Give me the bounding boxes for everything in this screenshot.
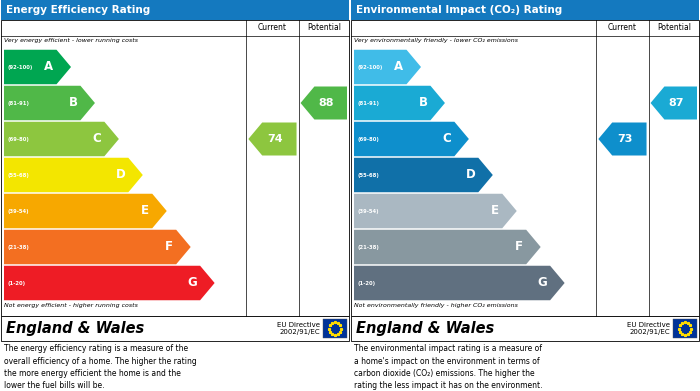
Text: Energy Efficiency Rating: Energy Efficiency Rating — [6, 5, 150, 15]
Text: Environmental Impact (CO₂) Rating: Environmental Impact (CO₂) Rating — [356, 5, 562, 15]
Bar — [673, 319, 697, 338]
Polygon shape — [354, 122, 469, 156]
Polygon shape — [598, 122, 647, 156]
Bar — [351, 0, 699, 20]
Text: C: C — [442, 133, 452, 145]
Text: G: G — [538, 276, 547, 289]
Text: G: G — [188, 276, 197, 289]
Text: The energy efficiency rating is a measure of the
overall efficiency of a home. T: The energy efficiency rating is a measur… — [4, 344, 197, 391]
Text: Current: Current — [608, 23, 637, 32]
Text: E: E — [491, 204, 499, 217]
Polygon shape — [354, 266, 565, 300]
Text: C: C — [92, 133, 102, 145]
Text: F: F — [515, 240, 523, 253]
Polygon shape — [354, 50, 421, 84]
Text: A: A — [394, 61, 403, 74]
Text: Current: Current — [258, 23, 287, 32]
Text: 73: 73 — [617, 134, 633, 144]
Bar — [1, 20, 349, 316]
Text: (39-54): (39-54) — [7, 208, 29, 213]
Text: Potential: Potential — [307, 23, 341, 32]
Polygon shape — [4, 50, 71, 84]
Bar — [1, 0, 349, 20]
Text: D: D — [116, 169, 125, 181]
Text: Not energy efficient - higher running costs: Not energy efficient - higher running co… — [4, 303, 138, 308]
Text: (92-100): (92-100) — [7, 65, 32, 70]
Polygon shape — [300, 86, 347, 120]
Text: The environmental impact rating is a measure of
a home's impact on the environme: The environmental impact rating is a mea… — [354, 344, 542, 391]
Polygon shape — [354, 230, 540, 264]
Text: 87: 87 — [668, 98, 685, 108]
Text: B: B — [419, 97, 428, 109]
Text: (81-91): (81-91) — [7, 100, 29, 106]
Text: 74: 74 — [267, 134, 283, 144]
Polygon shape — [650, 86, 697, 120]
Text: (92-100): (92-100) — [357, 65, 382, 70]
Text: 88: 88 — [318, 98, 335, 108]
Polygon shape — [354, 194, 517, 228]
Text: Very environmentally friendly - lower CO₂ emissions: Very environmentally friendly - lower CO… — [354, 38, 518, 43]
Text: (39-54): (39-54) — [357, 208, 379, 213]
Polygon shape — [354, 86, 445, 120]
Text: (69-80): (69-80) — [7, 136, 29, 142]
Polygon shape — [4, 122, 119, 156]
Bar — [323, 319, 347, 338]
Text: Potential: Potential — [657, 23, 691, 32]
Polygon shape — [248, 122, 297, 156]
Text: (55-68): (55-68) — [357, 172, 379, 178]
Bar — [351, 316, 699, 341]
Text: (55-68): (55-68) — [7, 172, 29, 178]
Polygon shape — [4, 86, 95, 120]
Polygon shape — [4, 158, 143, 192]
Text: (81-91): (81-91) — [357, 100, 379, 106]
Text: (21-38): (21-38) — [357, 244, 379, 249]
Text: England & Wales: England & Wales — [356, 321, 494, 336]
Text: (1-20): (1-20) — [357, 280, 375, 285]
Text: England & Wales: England & Wales — [6, 321, 144, 336]
Text: D: D — [466, 169, 475, 181]
Text: A: A — [44, 61, 53, 74]
Polygon shape — [4, 266, 215, 300]
Polygon shape — [4, 230, 190, 264]
Polygon shape — [354, 158, 493, 192]
Text: F: F — [165, 240, 173, 253]
Text: Not environmentally friendly - higher CO₂ emissions: Not environmentally friendly - higher CO… — [354, 303, 518, 308]
Bar — [351, 20, 699, 316]
Polygon shape — [4, 194, 167, 228]
Text: (21-38): (21-38) — [7, 244, 29, 249]
Text: (69-80): (69-80) — [357, 136, 379, 142]
Text: Very energy efficient - lower running costs: Very energy efficient - lower running co… — [4, 38, 138, 43]
Bar — [1, 316, 349, 341]
Text: EU Directive
2002/91/EC: EU Directive 2002/91/EC — [627, 322, 670, 335]
Text: E: E — [141, 204, 149, 217]
Text: EU Directive
2002/91/EC: EU Directive 2002/91/EC — [277, 322, 320, 335]
Text: (1-20): (1-20) — [7, 280, 25, 285]
Text: B: B — [69, 97, 78, 109]
